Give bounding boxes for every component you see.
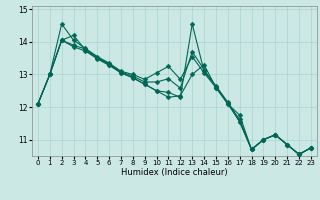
X-axis label: Humidex (Indice chaleur): Humidex (Indice chaleur) (121, 168, 228, 177)
